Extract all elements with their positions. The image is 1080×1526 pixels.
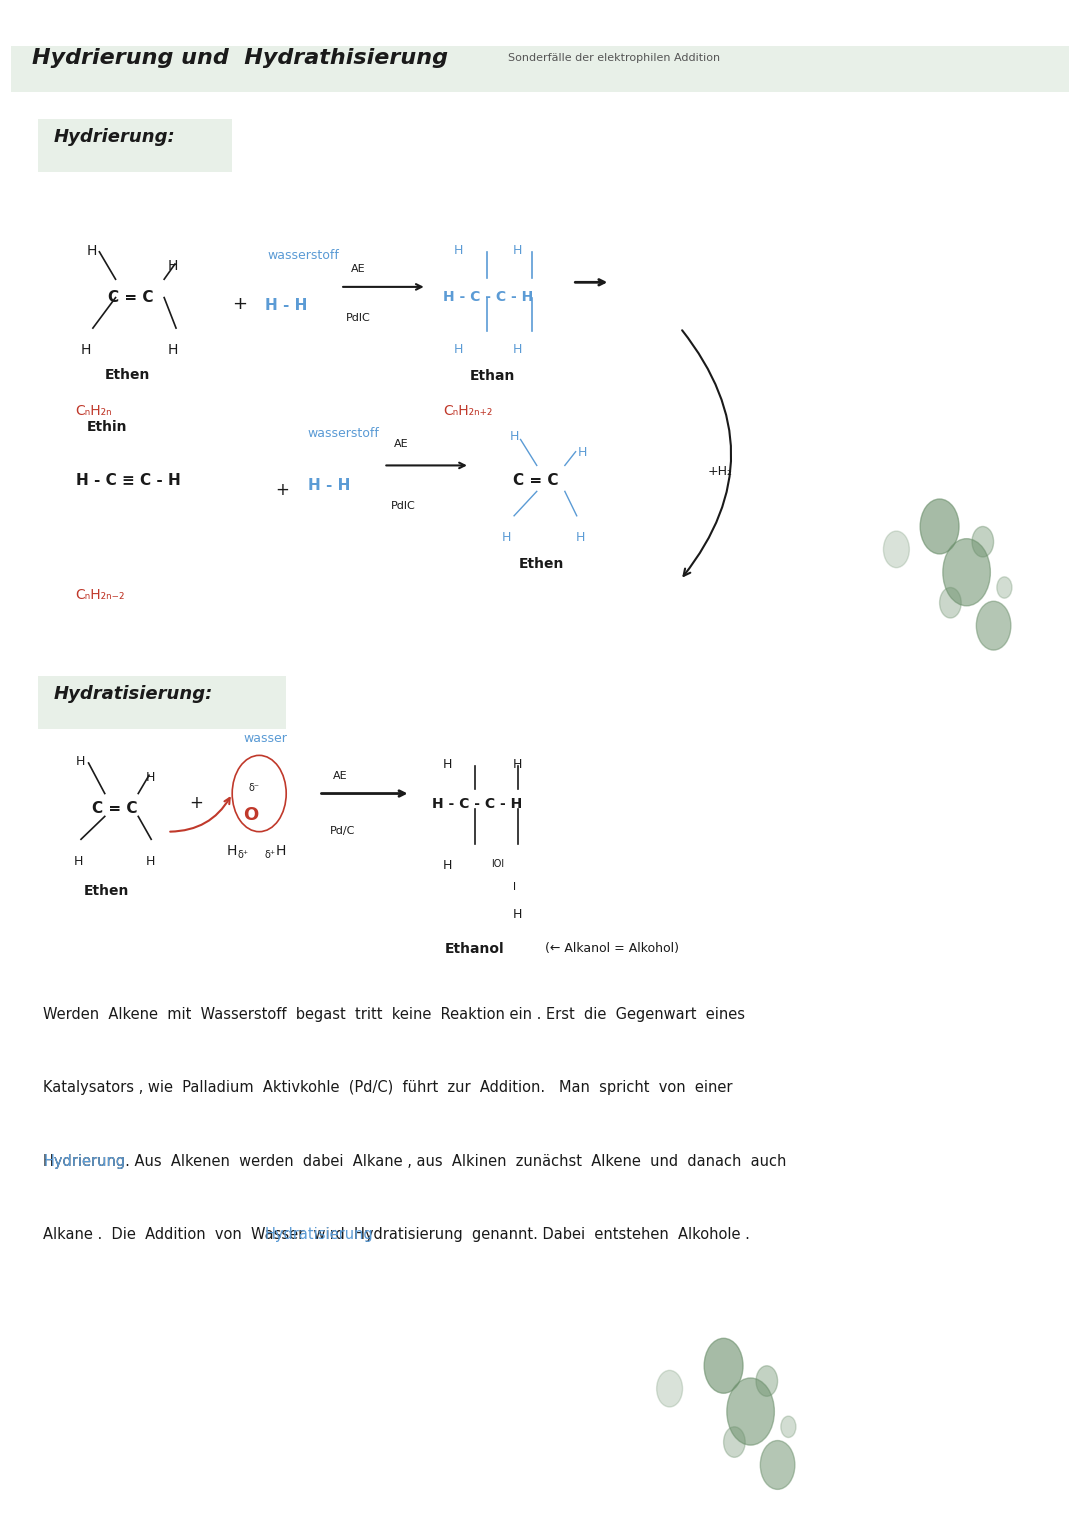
Circle shape [943,539,990,606]
Circle shape [883,531,909,568]
Text: H: H [510,430,519,444]
Circle shape [760,1441,795,1489]
Text: H: H [513,908,523,922]
Text: CₙH₂ₙ: CₙH₂ₙ [76,404,112,418]
Text: Katalysators , wie  Palladium  Aktivkohle  (Pd/C)  führt  zur  Addition.   Man  : Katalysators , wie Palladium Aktivkohle … [43,1080,732,1096]
Text: H: H [454,343,463,357]
Text: H: H [576,531,585,545]
Text: CₙH₂ₙ₊₂: CₙH₂ₙ₊₂ [443,404,492,418]
Text: AE: AE [351,264,366,275]
Circle shape [756,1366,778,1396]
Text: δ⁺: δ⁺ [238,850,248,861]
Text: H: H [443,758,453,772]
Text: Hydrierung:: Hydrierung: [54,128,176,146]
Text: Werden  Alkene  mit  Wasserstoff  begast  tritt  keine  Reaktion ein . Erst  die: Werden Alkene mit Wasserstoff begast tri… [43,1007,745,1022]
Text: AE: AE [394,439,409,450]
Circle shape [997,577,1012,598]
Text: H: H [167,259,178,273]
Text: H: H [146,855,156,868]
Circle shape [781,1416,796,1437]
Text: Alkane .  Die  Addition  von  Wasser  wird  Hydratisierung  genannt. Dabei  ents: Alkane . Die Addition von Wasser wird Hy… [43,1227,751,1242]
Text: +: + [275,481,289,499]
Circle shape [657,1370,683,1407]
Text: H: H [76,755,85,769]
Text: C = C: C = C [513,473,558,488]
Text: H: H [454,244,463,258]
Text: wasserstoff: wasserstoff [308,427,380,441]
Circle shape [976,601,1011,650]
Text: H: H [443,859,453,873]
Text: H - H: H - H [265,298,307,313]
Text: H: H [502,531,512,545]
Text: H: H [81,343,92,357]
Text: PdlC: PdlC [391,501,416,511]
Text: H: H [275,844,286,858]
Circle shape [727,1378,774,1445]
Text: +H₂: +H₂ [707,465,732,479]
Circle shape [704,1338,743,1393]
Text: H: H [73,855,83,868]
Text: H: H [227,844,238,858]
Text: Hydrierung. Aus  Alkenen  werden  dabei  Alkane , aus  Alkinen  zunächst  Alkene: Hydrierung. Aus Alkenen werden dabei Alk… [43,1154,786,1169]
Circle shape [724,1427,745,1457]
Text: AE: AE [333,771,348,781]
Text: PdlC: PdlC [346,313,370,324]
Text: H: H [513,758,523,772]
Text: Sonderfälle der elektrophilen Addition: Sonderfälle der elektrophilen Addition [508,53,719,63]
FancyBboxPatch shape [38,119,232,172]
Text: l: l [513,882,516,893]
Circle shape [920,499,959,554]
Text: CₙH₂ₙ₋₂: CₙH₂ₙ₋₂ [76,588,125,601]
Text: H: H [146,771,156,784]
Circle shape [972,526,994,557]
Text: δ⁻: δ⁻ [248,783,259,794]
Text: wasserstoff: wasserstoff [268,249,340,262]
Text: +: + [232,295,247,313]
FancyBboxPatch shape [11,46,1069,92]
Text: Ethanol: Ethanol [445,942,504,955]
Text: H: H [513,244,523,258]
Text: Hydrierung: Hydrierung [43,1154,125,1169]
Text: H: H [578,446,588,459]
Text: Hydrierung und  Hydrathisierung: Hydrierung und Hydrathisierung [32,47,448,69]
Text: H - C ≡ C - H: H - C ≡ C - H [76,473,180,488]
FancyBboxPatch shape [38,676,286,729]
Text: C = C: C = C [108,290,153,305]
Text: C = C: C = C [92,801,137,816]
Text: H - C - C - H: H - C - C - H [443,290,534,304]
Text: Ethen: Ethen [518,557,564,571]
Text: Ethin: Ethin [86,420,127,433]
Text: H - C - C - H: H - C - C - H [432,797,523,810]
Text: Pd/C: Pd/C [329,826,354,836]
Text: Hydratisierung:: Hydratisierung: [54,685,214,703]
Text: (← Alkanol = Alkohol): (← Alkanol = Alkohol) [545,942,679,955]
Circle shape [940,588,961,618]
Text: Ethen: Ethen [84,884,130,897]
Text: wasser: wasser [243,732,287,746]
Text: Hydratisierung: Hydratisierung [265,1227,374,1242]
FancyArrowPatch shape [683,330,731,575]
Text: δ⁺: δ⁺ [265,850,275,861]
Text: H: H [513,343,523,357]
Text: H: H [167,343,178,357]
Text: H: H [86,244,97,258]
Text: +: + [189,794,203,812]
FancyArrowPatch shape [171,798,230,832]
Text: O: O [243,806,258,824]
Text: lOl: lOl [491,859,504,870]
Text: Ethan: Ethan [470,369,515,383]
Text: H - H: H - H [308,478,350,493]
Text: Ethen: Ethen [105,368,150,382]
